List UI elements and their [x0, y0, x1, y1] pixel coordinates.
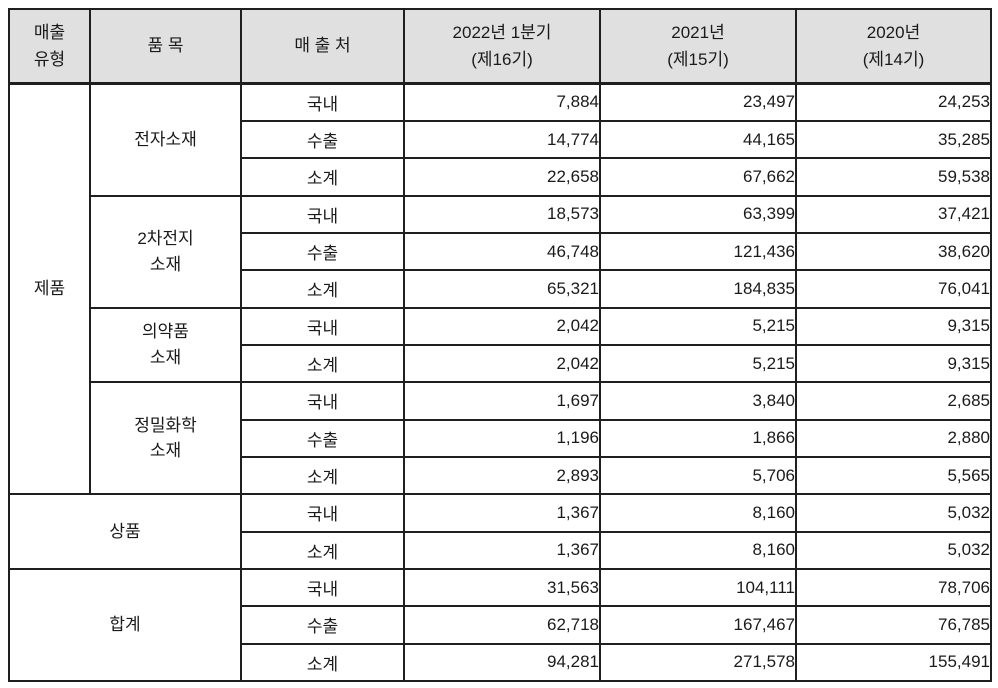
table-row: 상품 국내 1,367 8,160 5,032 — [8, 493, 992, 570]
value-cell: 14,774 — [403, 119, 601, 160]
table-row: 수출 62,718 167,467 76,785 — [9, 605, 992, 645]
channel-cell: 국내 — [240, 82, 405, 122]
value-cell: 94,281 — [403, 642, 601, 683]
item-electronic-materials: 전자소재 — [89, 82, 242, 197]
value-cell: 76,041 — [795, 269, 992, 309]
value-cell: 18,573 — [403, 194, 601, 234]
value-cell: 38,620 — [795, 231, 992, 272]
value-cell: 46,748 — [403, 231, 601, 272]
group-total: 합계 — [8, 567, 242, 683]
group-merchandise: 상품 — [8, 493, 242, 570]
table-row: 2차전지 소재 국내 18,573 63,399 37,421 — [9, 194, 992, 309]
value-cell: 121,436 — [599, 231, 797, 272]
value-cell: 271,578 — [599, 642, 797, 683]
value-cell: 2,685 — [795, 381, 992, 421]
value-cell: 44,165 — [599, 119, 797, 160]
value-cell: 5,215 — [599, 306, 797, 346]
channel-cell: 수출 — [240, 605, 405, 645]
table-row: 소계 22,658 67,662 59,538 — [9, 157, 992, 197]
value-cell: 31,563 — [403, 567, 601, 608]
sales-by-type-table: 매출 유형 품 목 매 출 처 2022년 1분기 (제16기) 2021년 (… — [8, 8, 992, 683]
value-cell: 76,785 — [795, 605, 992, 645]
value-cell: 184,835 — [599, 269, 797, 309]
item-pharmaceutical-materials: 의약품 소재 — [89, 306, 242, 384]
channel-cell: 수출 — [240, 119, 405, 160]
value-cell: 9,315 — [795, 343, 992, 384]
table-row: 소계 2,042 5,215 9,315 — [9, 343, 992, 384]
header-2021: 2021년 (제15기) — [599, 8, 797, 85]
value-cell: 67,662 — [599, 157, 797, 197]
value-cell: 2,042 — [403, 306, 601, 346]
table-row: 수출 1,196 1,866 2,880 — [9, 418, 992, 458]
value-cell: 22,658 — [403, 157, 601, 197]
value-cell: 59,538 — [795, 157, 992, 197]
header-item: 품 목 — [89, 8, 242, 85]
value-cell: 24,253 — [795, 82, 992, 122]
channel-cell: 국내 — [240, 381, 405, 421]
item-fine-chemical-materials: 정밀화학 소재 — [89, 381, 242, 496]
channel-cell: 수출 — [240, 418, 405, 458]
value-cell: 2,893 — [403, 455, 601, 496]
value-cell: 8,160 — [599, 530, 797, 570]
channel-cell: 국내 — [240, 194, 405, 234]
value-cell: 5,565 — [795, 455, 992, 496]
value-cell: 1,697 — [403, 381, 601, 421]
header-2020: 2020년 (제14기) — [795, 8, 992, 85]
channel-cell: 소계 — [240, 530, 405, 570]
table-body: 제품 전자소재 국내 7,884 23,497 24,253 수출 14,774… — [8, 82, 992, 683]
channel-cell: 국내 — [240, 567, 405, 608]
value-cell: 104,111 — [599, 567, 797, 608]
item-secondary-battery-materials: 2차전지 소재 — [89, 194, 242, 309]
header-2022-q1: 2022년 1분기 (제16기) — [403, 8, 601, 85]
value-cell: 5,032 — [795, 493, 992, 533]
value-cell: 5,706 — [599, 455, 797, 496]
value-cell: 78,706 — [795, 567, 992, 608]
value-cell: 1,866 — [599, 418, 797, 458]
channel-cell: 소계 — [240, 343, 405, 384]
value-cell: 8,160 — [599, 493, 797, 533]
value-cell: 35,285 — [795, 119, 992, 160]
value-cell: 2,042 — [403, 343, 601, 384]
group-product: 제품 — [8, 82, 91, 496]
value-cell: 1,196 — [403, 418, 601, 458]
value-cell: 9,315 — [795, 306, 992, 346]
header-sales-type: 매출 유형 — [8, 8, 91, 85]
value-cell: 5,215 — [599, 343, 797, 384]
channel-cell: 소계 — [240, 269, 405, 309]
table-row: 소계 94,281 271,578 155,491 — [9, 642, 992, 683]
value-cell: 1,367 — [403, 493, 601, 533]
value-cell: 7,884 — [403, 82, 601, 122]
table-header: 매출 유형 품 목 매 출 처 2022년 1분기 (제16기) 2021년 (… — [8, 8, 992, 85]
table-row: 수출 46,748 121,436 38,620 — [9, 231, 992, 272]
header-channel: 매 출 처 — [240, 8, 405, 85]
channel-cell: 국내 — [240, 306, 405, 346]
value-cell: 3,840 — [599, 381, 797, 421]
table-row: 정밀화학 소재 국내 1,697 3,840 2,685 — [9, 381, 992, 496]
value-cell: 155,491 — [795, 642, 992, 683]
header-row: 매출 유형 품 목 매 출 처 2022년 1분기 (제16기) 2021년 (… — [8, 8, 992, 85]
value-cell: 1,367 — [403, 530, 601, 570]
table-row: 제품 전자소재 국내 7,884 23,497 24,253 — [8, 82, 992, 496]
channel-cell: 수출 — [240, 231, 405, 272]
table-row: 소계 2,893 5,706 5,565 — [9, 455, 992, 496]
table-row: 소계 65,321 184,835 76,041 — [9, 269, 992, 309]
table-row: 수출 14,774 44,165 35,285 — [9, 119, 992, 160]
channel-cell: 소계 — [240, 642, 405, 683]
channel-cell: 국내 — [240, 493, 405, 533]
value-cell: 2,880 — [795, 418, 992, 458]
value-cell: 167,467 — [599, 605, 797, 645]
value-cell: 23,497 — [599, 82, 797, 122]
channel-cell: 소계 — [240, 157, 405, 197]
channel-cell: 소계 — [240, 455, 405, 496]
value-cell: 65,321 — [403, 269, 601, 309]
table-row: 의약품 소재 국내 2,042 5,215 9,315 — [9, 306, 992, 384]
table-row: 합계 국내 31,563 104,111 78,706 — [8, 567, 992, 683]
table-row: 소계 1,367 8,160 5,032 — [9, 530, 992, 570]
value-cell: 37,421 — [795, 194, 992, 234]
value-cell: 5,032 — [795, 530, 992, 570]
value-cell: 62,718 — [403, 605, 601, 645]
value-cell: 63,399 — [599, 194, 797, 234]
